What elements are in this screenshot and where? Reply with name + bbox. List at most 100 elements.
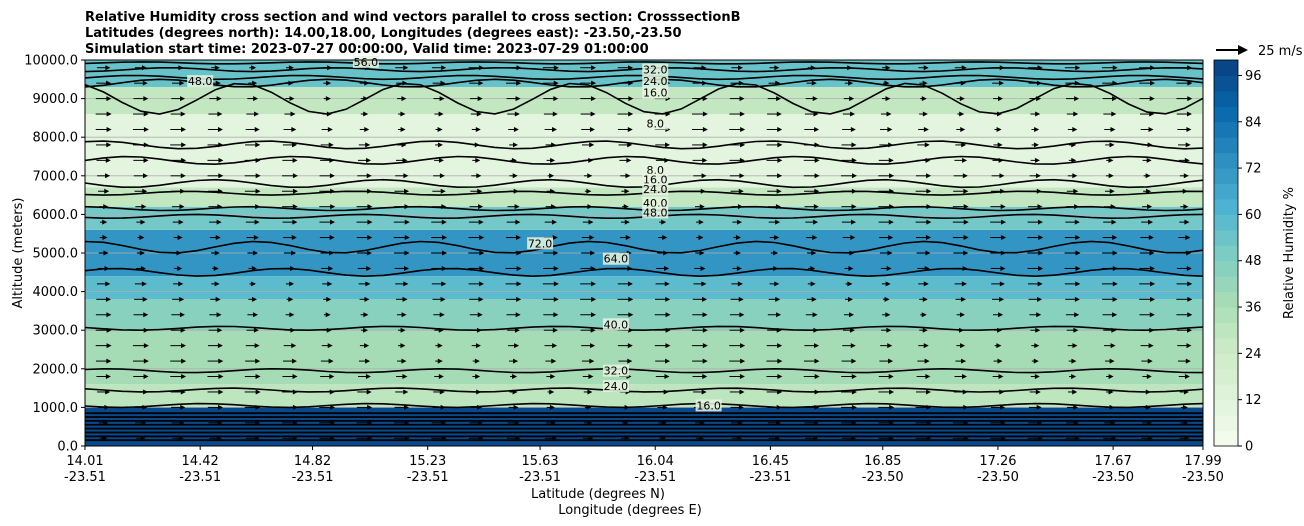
wind-vector-377: [733, 250, 741, 256]
wind-vector-201: [880, 343, 893, 349]
wind-vector-643: [580, 111, 596, 117]
wind-vector-424: [245, 219, 260, 225]
wind-vector-725: [285, 65, 294, 71]
contour-label-5: 24.0: [643, 75, 668, 88]
wind-vector-407: [733, 235, 741, 241]
wind-vector-567: [1106, 157, 1114, 163]
wind-vector-433: [582, 219, 594, 225]
wind-vector-333: [212, 265, 219, 271]
wind-vector-471: [878, 204, 895, 210]
wind-vector-175: [1031, 358, 1039, 364]
wind-vector-388: [1139, 250, 1155, 256]
wind-vector-335: [284, 265, 296, 271]
wind-vector-324: [991, 281, 1005, 287]
wind-vector-123: [207, 374, 224, 380]
wind-vector-538: [1143, 173, 1151, 179]
wind-vector-308: [395, 281, 409, 287]
wind-vector-601: [132, 126, 149, 132]
wind-vector-699: [432, 80, 446, 86]
y-tick-label-7: 7000.0: [33, 169, 79, 184]
wind-vector-638: [398, 111, 406, 117]
y-tick-label-1: 1000.0: [33, 401, 79, 416]
wind-vector-678: [767, 96, 782, 102]
wind-vector-42: [545, 420, 556, 426]
wind-vector-357: [1101, 265, 1118, 271]
wind-vector-45: [658, 420, 667, 426]
wind-vector-489: [432, 188, 446, 194]
wind-vector-27: [1103, 435, 1117, 441]
wind-vector-385: [1027, 250, 1044, 256]
wind-vector-162: [545, 358, 557, 364]
wind-vector-588: [766, 142, 783, 148]
wind-vector-722: [172, 65, 184, 71]
wind-vector-602: [170, 126, 187, 132]
wind-vector-670: [469, 96, 483, 102]
wind-vector-228: [767, 327, 782, 333]
contour-line-12: [85, 61, 1203, 65]
wind-vector-231: [881, 327, 892, 333]
wind-vector-349: [808, 265, 816, 271]
colorbar-segment-11: [1214, 260, 1238, 277]
wind-vector-62: [171, 404, 186, 410]
wind-vector-427: [356, 219, 373, 225]
wind-vector-578: [396, 142, 407, 148]
wind-vector-247: [360, 312, 369, 318]
wind-vector-288: [768, 296, 781, 302]
wind-vector-67: [356, 404, 373, 410]
wind-vector-493: [584, 188, 592, 194]
wind-vector-565: [1030, 157, 1040, 163]
wind-vector-253: [580, 312, 596, 318]
wind-vector-29: [1179, 435, 1190, 441]
wind-vector-118: [1143, 389, 1151, 395]
wind-vector-52: [915, 420, 932, 426]
wind-vector-441: [878, 219, 894, 225]
x-tick-lat-3: 15.23: [409, 454, 446, 469]
wind-vector-263: [956, 312, 965, 318]
wind-vector-237: [1103, 327, 1117, 333]
wind-vector-338: [394, 265, 410, 271]
wind-vector-96: [319, 389, 335, 395]
colorbar-tick-label-8: 96: [1245, 69, 1262, 84]
contour-label-12: 56.0: [354, 56, 379, 69]
wind-vector-265: [1029, 312, 1042, 318]
contour-label-bg-14: [527, 237, 554, 250]
wind-vector-234: [993, 327, 1003, 333]
wind-vector-539: [1179, 173, 1189, 179]
quiver-key-label: 25 m/s: [1258, 44, 1303, 59]
contour-label-2: 16.0: [643, 87, 668, 100]
wind-vector-436: [696, 219, 704, 225]
wind-vector-128: [396, 374, 408, 380]
wind-vector-334: [248, 265, 257, 271]
wind-vector-701: [506, 80, 522, 86]
wind-vector-516: [319, 173, 335, 179]
y-tick-label-4: 4000.0: [33, 285, 79, 300]
wind-vector-151: [132, 358, 149, 364]
wind-vector-165: [655, 358, 671, 364]
wind-vector-628: [1140, 126, 1154, 132]
wind-vector-26: [1065, 435, 1080, 441]
wind-vector-386: [1064, 250, 1081, 256]
wind-vector-199: [804, 343, 820, 349]
wind-vector-4: [245, 435, 260, 441]
wind-vector-197: [729, 343, 746, 349]
wind-vector-53: [952, 420, 969, 426]
wind-vector-530: [840, 173, 857, 179]
title-line-1: Relative Humidity cross section and wind…: [85, 10, 741, 25]
wind-vector-423: [209, 219, 222, 225]
wind-vector-389: [1177, 250, 1192, 256]
wind-vector-689: [1176, 96, 1193, 102]
wind-vector-608: [397, 126, 406, 132]
wind-vector-222: [543, 327, 558, 333]
wind-vector-19: [805, 435, 819, 441]
wind-vector-406: [696, 235, 704, 241]
wind-vector-225: [654, 327, 671, 333]
wind-vector-305: [285, 281, 295, 287]
wind-vector-411: [879, 235, 894, 241]
colorbar-tick-label-6: 72: [1245, 162, 1262, 177]
wind-vector-61: [134, 404, 148, 410]
wind-vector-435: [659, 219, 667, 225]
wind-vector-680: [843, 96, 855, 102]
wind-vector-174: [993, 358, 1003, 364]
wind-vector-340: [468, 265, 485, 271]
colorbar-tick-label-0: 0: [1245, 440, 1253, 455]
